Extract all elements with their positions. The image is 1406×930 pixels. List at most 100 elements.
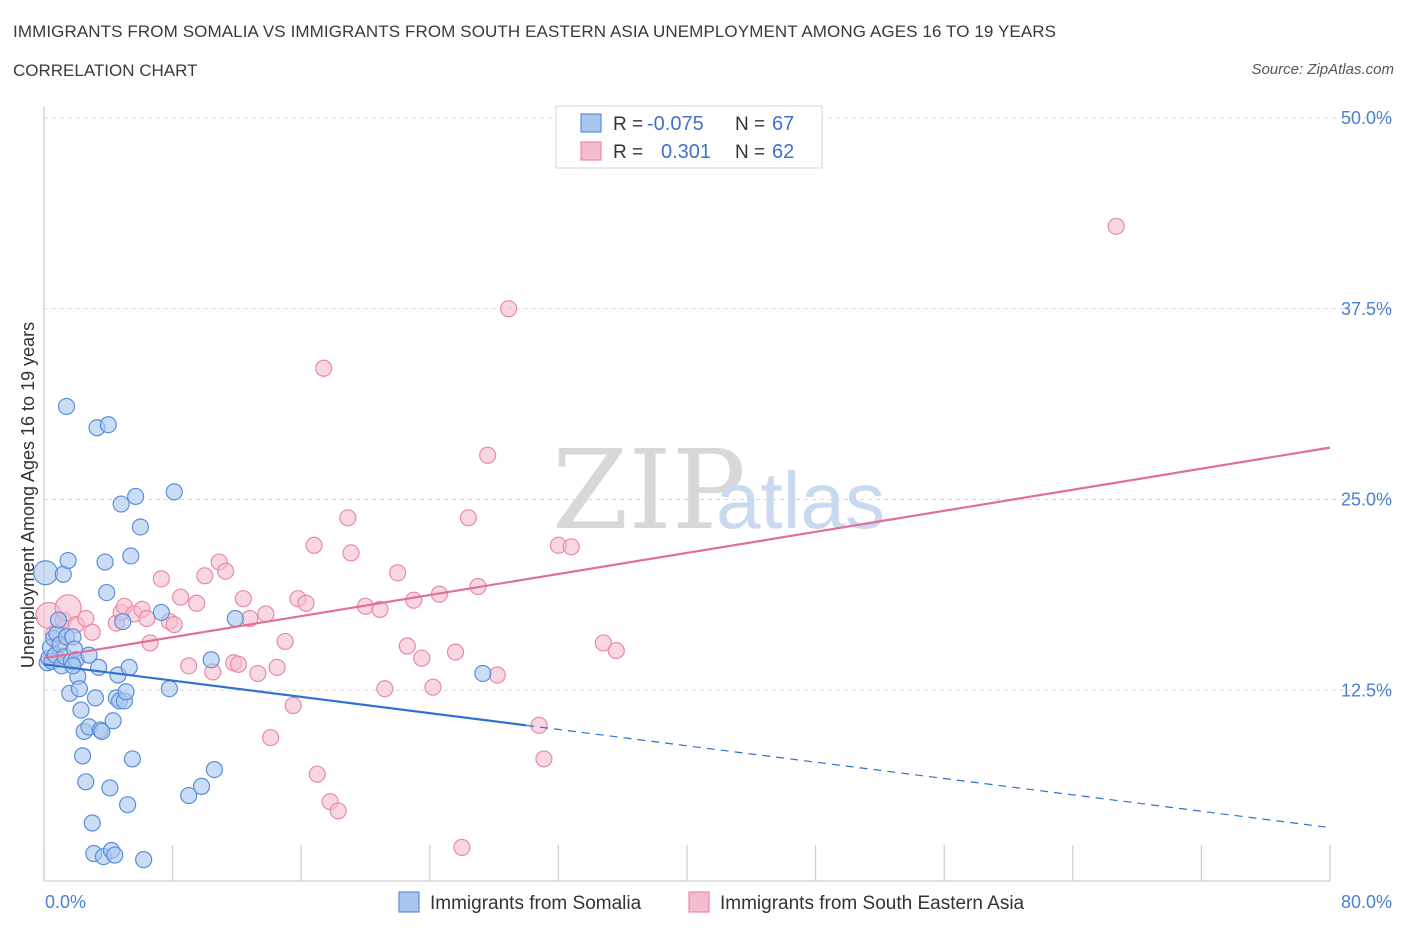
point-sea-49 [405,591,423,609]
point-sea-26 [229,655,248,673]
point-somalia-22 [72,701,90,719]
legend: R = -0.075 N = 67 R = 0.301 N = 62 [555,105,823,169]
point-sea-63 [562,538,580,556]
point-somalia-54 [131,518,150,536]
y-tick-label-1: 25.0% [1341,490,1392,510]
point-somalia-41 [106,846,124,864]
point-sea-47 [389,564,407,582]
x-tick-label-0: 0.0% [45,892,86,912]
point-sea-41 [329,802,347,820]
point-sea-37 [305,536,323,554]
chart-title: IMMIGRANTS FROM SOMALIA VS IMMIGRANTS FR… [13,22,1057,41]
point-sea-51 [424,678,442,696]
point-somalia-37 [99,416,117,434]
point-sea-27 [234,590,252,608]
point-sea-65 [607,641,625,660]
point-somalia-60 [57,397,76,416]
point-sea-15 [152,570,170,588]
point-sea-61 [535,750,553,768]
point-sea-29 [249,664,267,683]
point-sea-42 [339,509,357,527]
point-somalia-0 [33,560,59,586]
point-sea-60 [530,716,548,734]
point-somalia-33 [93,722,111,741]
point-sea-30 [257,605,275,623]
y-axis-label: Unemployment Among Ages 16 to 19 years [18,322,38,668]
legend-n-value-2: 62 [772,141,794,163]
point-sea-39 [315,359,333,377]
point-somalia-48 [117,683,135,701]
point-sea-53 [446,643,465,661]
point-sea-31 [262,728,280,747]
y-tick-label-3: 50.0% [1341,108,1392,128]
legend-n-value-1: 67 [772,113,794,135]
point-somalia-49 [118,796,137,814]
bottom-legend-swatch-somalia [398,891,420,913]
watermark-atlas: atlas [716,456,885,545]
point-sea-45 [371,600,389,618]
x-tick-label-1: 80.0% [1341,892,1392,912]
point-sea-34 [284,696,302,715]
point-somalia-27 [83,814,101,832]
point-somalia-53 [127,487,145,506]
bottom-legend-label-sea: Immigrants from South Eastern Asia [720,893,1025,914]
point-somalia-50 [120,658,138,676]
point-sea-57 [479,446,497,464]
point-somalia-23 [73,747,92,765]
legend-r-value-2: 0.301 [661,141,711,163]
series-somalia-points [33,397,492,869]
point-sea-50 [413,649,431,667]
legend-swatch-sea [580,141,602,161]
trend-line-somalia [43,663,527,727]
y-tick-label-0: 12.5% [1341,680,1392,700]
legend-r-label-2: R = [613,142,643,163]
y-tick-label-2: 37.5% [1341,299,1392,319]
point-sea-17 [165,616,183,634]
watermark-zip: ZIP [552,426,746,554]
point-sea-59 [499,300,518,318]
point-sea-19 [180,657,198,675]
point-somalia-56 [152,603,170,622]
bottom-legend-label-somalia: Immigrants from Somalia [430,893,642,914]
point-somalia-67 [474,664,492,683]
point-sea-21 [196,567,214,585]
point-sea-33 [276,632,294,651]
point-sea-32 [268,658,286,676]
point-somalia-46 [114,612,132,631]
point-sea-7 [83,623,101,641]
chart-subtitle: CORRELATION CHART [13,61,198,80]
bottom-legend-swatch-sea [688,891,710,913]
point-sea-43 [342,544,360,562]
trend-lines [43,446,1331,829]
legend-r-label-1: R = [613,114,643,135]
point-sea-58 [488,666,506,684]
point-somalia-52 [123,750,142,768]
point-somalia-8 [49,611,68,629]
point-somalia-45 [112,495,130,513]
legend-swatch-somalia [580,113,602,133]
trend-line-somalia-extension [526,724,1331,829]
tick-labels: 12.5% 25.0% 37.5% 50.0% 0.0% 80.0% [45,108,1392,912]
point-sea-48 [398,637,416,655]
legend-n-label-2: N = [735,142,765,163]
point-somalia-62 [64,657,82,675]
point-sea-13 [138,609,156,628]
point-sea-46 [376,680,394,698]
source-label: Source: ZipAtlas.com [1251,61,1394,78]
point-somalia-58 [165,483,183,501]
point-sea-20 [188,594,206,612]
point-sea-24 [217,562,235,580]
point-sea-6 [77,609,95,628]
point-somalia-25 [77,773,95,791]
trend-line-sea [43,446,1331,660]
point-somalia-57 [160,680,178,698]
series-sea-points [35,217,1125,857]
point-sea-18 [172,588,190,606]
point-sea-66 [1107,217,1125,235]
legend-n-label-1: N = [735,114,765,135]
watermark: ZIP atlas [552,426,885,554]
point-sea-64 [594,634,613,652]
point-somalia-65 [192,777,211,795]
point-somalia-21 [70,680,88,698]
